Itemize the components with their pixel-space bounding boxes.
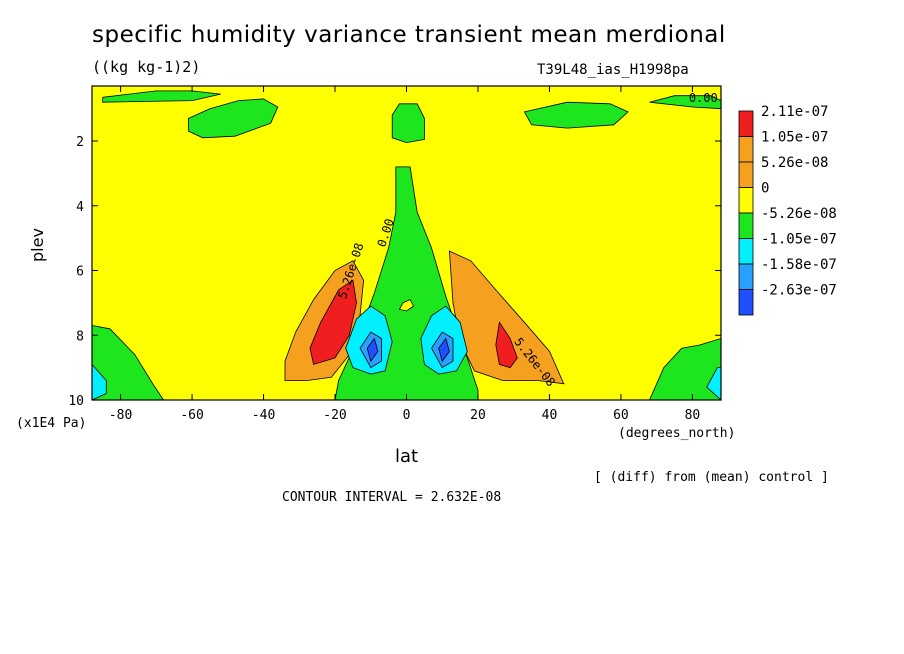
legend-swatch [738, 161, 754, 188]
region-red-right-lobe [495, 321, 518, 369]
legend-swatch [738, 238, 754, 265]
region-green-top-left-blob [188, 98, 279, 139]
legend-label: -2.63e-07 [761, 283, 837, 299]
legend-swatch [738, 212, 754, 239]
region-green-top-right-blob [523, 101, 629, 129]
legend-swatch [738, 263, 754, 290]
legend-label: -1.58e-07 [761, 257, 837, 273]
y-tick-label: 10 [68, 394, 84, 409]
region-green-top-center-blob [391, 103, 425, 144]
y-tick-label: 4 [76, 200, 84, 215]
y-tick-label: 6 [76, 265, 84, 280]
x-tick-label: -20 [323, 408, 346, 423]
region-cyan-bottom-right-corner [706, 367, 721, 400]
region-green-top-right-strip [649, 95, 721, 110]
region-blue-left-core [366, 337, 379, 363]
region-green-bottom-right-corner [649, 338, 721, 400]
legend-label: 1.05e-07 [761, 130, 828, 146]
x-tick-label: 20 [470, 408, 486, 423]
x-tick-label: 40 [542, 408, 558, 423]
diff-note: [ (diff) from (mean) control ] [594, 470, 829, 485]
y-axis-units: (x1E4 Pa) [16, 416, 87, 431]
region-green-top-left-strip [102, 90, 221, 103]
legend-swatch [738, 110, 754, 137]
legend-label: -5.26e-08 [761, 206, 837, 222]
x-tick-label: 60 [613, 408, 629, 423]
x-tick-label: -40 [252, 408, 275, 423]
region-blue-right-core [438, 337, 450, 363]
x-axis-label: lat [395, 446, 419, 467]
legend-swatch [738, 289, 754, 316]
legend-swatch [738, 136, 754, 163]
contour-label: 0.00 [689, 91, 718, 105]
x-tick-label: -60 [180, 408, 203, 423]
chart-units: ((kg kg-1)2) [92, 58, 201, 76]
legend-label: 2.11e-07 [761, 104, 828, 120]
region-red-left-lobe [309, 279, 357, 365]
legend-label: 5.26e-08 [761, 155, 828, 171]
y-tick-label: 2 [76, 135, 84, 150]
x-axis-units: (degrees_north) [618, 426, 736, 441]
region-yellow-center-hole [398, 299, 415, 312]
legend-label: -1.05e-07 [761, 232, 837, 248]
x-tick-label: 0 [403, 408, 411, 423]
y-tick-label: 8 [76, 329, 84, 344]
region-green-bottom-left-corner [92, 325, 164, 400]
x-tick-label: -80 [109, 408, 132, 423]
experiment-label: T39L48_ias_H1998pa [537, 62, 689, 78]
legend-label: 0 [761, 181, 769, 197]
x-tick-label: 80 [685, 408, 701, 423]
region-cyan-bottom-left-corner [92, 363, 107, 400]
filled-regions [92, 86, 721, 400]
legend-swatch [738, 187, 754, 214]
contour-interval: CONTOUR INTERVAL = 2.632E-08 [282, 490, 502, 505]
chart-title: specific humidity variance transient mea… [92, 22, 726, 48]
